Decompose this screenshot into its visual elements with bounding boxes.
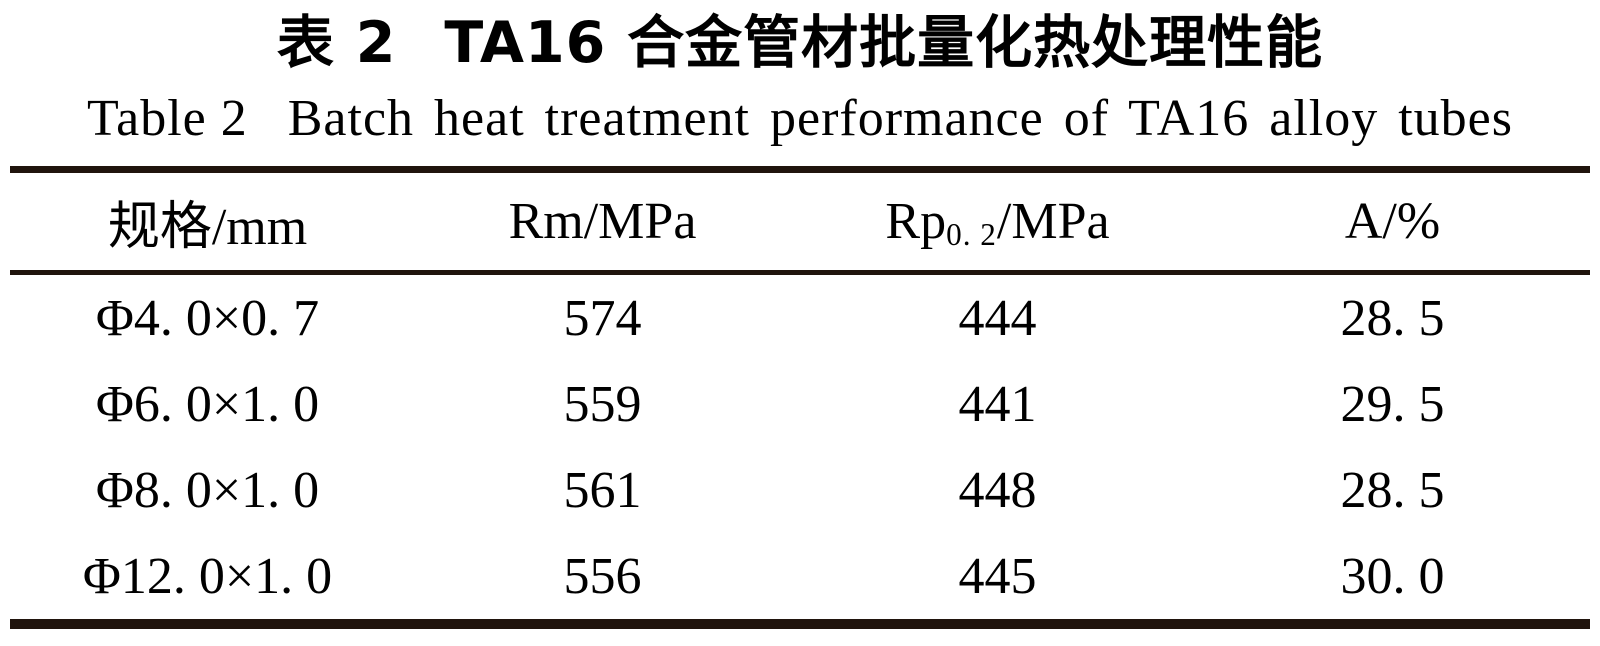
table-caption-chinese-text: TA16 合金管材批量化热处理性能 (444, 10, 1324, 76)
cell-rm: 556 (563, 547, 642, 605)
cell-rm: 561 (563, 461, 642, 519)
table-caption-english: Table 2 Batch heat treatment performance … (0, 84, 1600, 154)
cell-rp02: 448 (958, 461, 1037, 519)
table-row: Φ12. 0×1. 0 556 445 30. 0 (10, 533, 1590, 624)
table-header-row: 规格/mm Rm/MPa Rp0. 2/MPa A/% (10, 169, 1590, 275)
cell-spec: Φ4. 0×0. 7 (95, 289, 320, 347)
table-row: Φ6. 0×1. 0 559 441 29. 5 (10, 361, 1590, 447)
table-caption-chinese: 表 2 TA16 合金管材批量化热处理性能 (0, 2, 1600, 84)
rp-header-base: Rp (885, 193, 947, 250)
performance-table: 规格/mm Rm/MPa Rp0. 2/MPa A/% Φ4. 0×0. 7 5… (10, 166, 1590, 629)
cell-rm: 559 (563, 375, 642, 433)
table-caption-english-text: Batch heat treatment performance of TA16… (287, 90, 1513, 147)
cell-a: 28. 5 (1340, 461, 1445, 519)
cell-rp02: 444 (958, 289, 1037, 347)
cell-spec: Φ8. 0×1. 0 (95, 461, 320, 519)
cell-spec: Φ12. 0×1. 0 (82, 547, 333, 605)
column-header-rm: Rm/MPa (405, 169, 800, 275)
rp-header-subscript: 0. 2 (946, 216, 997, 252)
cell-a: 28. 5 (1340, 289, 1445, 347)
table-row: Φ4. 0×0. 7 574 444 28. 5 (10, 273, 1590, 362)
cell-rp02: 445 (958, 547, 1037, 605)
cell-a: 29. 5 (1340, 375, 1445, 433)
table-number-english: Table 2 (87, 90, 248, 147)
cell-rp02: 441 (958, 375, 1037, 433)
cell-spec: Φ6. 0×1. 0 (95, 375, 320, 433)
column-header-rp02: Rp0. 2/MPa (800, 169, 1195, 275)
table-row: Φ8. 0×1. 0 561 448 28. 5 (10, 447, 1590, 533)
cell-rm: 574 (563, 289, 642, 347)
column-header-spec: 规格/mm (10, 169, 405, 275)
table-number-chinese: 表 2 (276, 10, 397, 76)
rp-header-rest: /MPa (996, 193, 1110, 250)
column-header-a: A/% (1195, 169, 1590, 275)
cell-a: 30. 0 (1340, 547, 1445, 605)
